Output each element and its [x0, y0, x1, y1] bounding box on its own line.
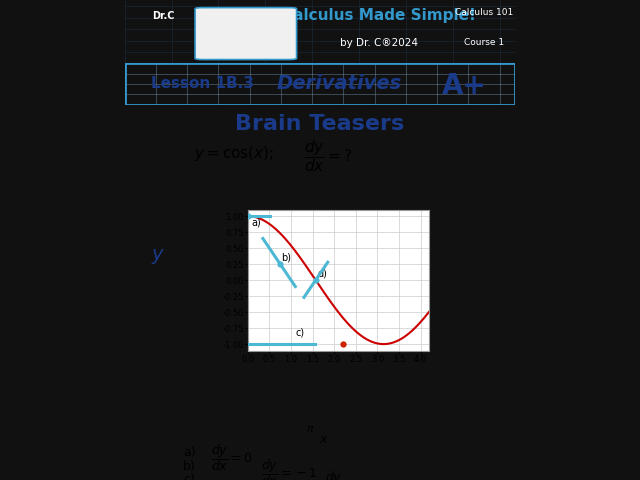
- Text: b): b): [184, 460, 196, 473]
- Text: $\dfrac{dy}{dx} = -1$: $\dfrac{dy}{dx} = -1$: [260, 457, 317, 480]
- Text: $\dfrac{dy}{dx} = ?$: $\dfrac{dy}{dx} = ?$: [303, 138, 352, 174]
- Text: $x$: $x$: [319, 433, 329, 446]
- Text: Calculus Made Simple!: Calculus Made Simple!: [282, 8, 476, 23]
- Text: by Dr. C®2024: by Dr. C®2024: [340, 38, 417, 48]
- Text: $\dfrac{dy}{dx} = 0$: $\dfrac{dy}{dx} = 0$: [324, 469, 366, 480]
- Text: Expert Teaching: Expert Teaching: [214, 18, 278, 24]
- FancyBboxPatch shape: [195, 8, 296, 60]
- Text: d): d): [317, 269, 327, 279]
- Text: You Can Understand!: You Can Understand!: [212, 37, 279, 42]
- Text: a): a): [252, 217, 261, 228]
- Text: c): c): [184, 473, 195, 480]
- Text: Derivatives: Derivatives: [277, 73, 402, 93]
- Text: a): a): [184, 446, 196, 459]
- Text: $\pi$: $\pi$: [306, 424, 315, 434]
- Text: $y = \cos(x);$: $y = \cos(x);$: [194, 144, 274, 163]
- Text: $y$: $y$: [151, 247, 165, 266]
- Text: Brain Teasers: Brain Teasers: [236, 114, 404, 134]
- Text: A+: A+: [442, 72, 487, 100]
- Text: b): b): [282, 253, 291, 263]
- Text: $\dfrac{dy}{dx} = 0$: $\dfrac{dy}{dx} = 0$: [211, 443, 253, 473]
- Text: Calculus 101: Calculus 101: [455, 8, 513, 17]
- Text: Dr.C: Dr.C: [152, 12, 175, 22]
- Text: c): c): [295, 328, 305, 338]
- Text: Course 1: Course 1: [464, 38, 504, 47]
- Text: Lesson 1B.3: Lesson 1B.3: [152, 76, 254, 91]
